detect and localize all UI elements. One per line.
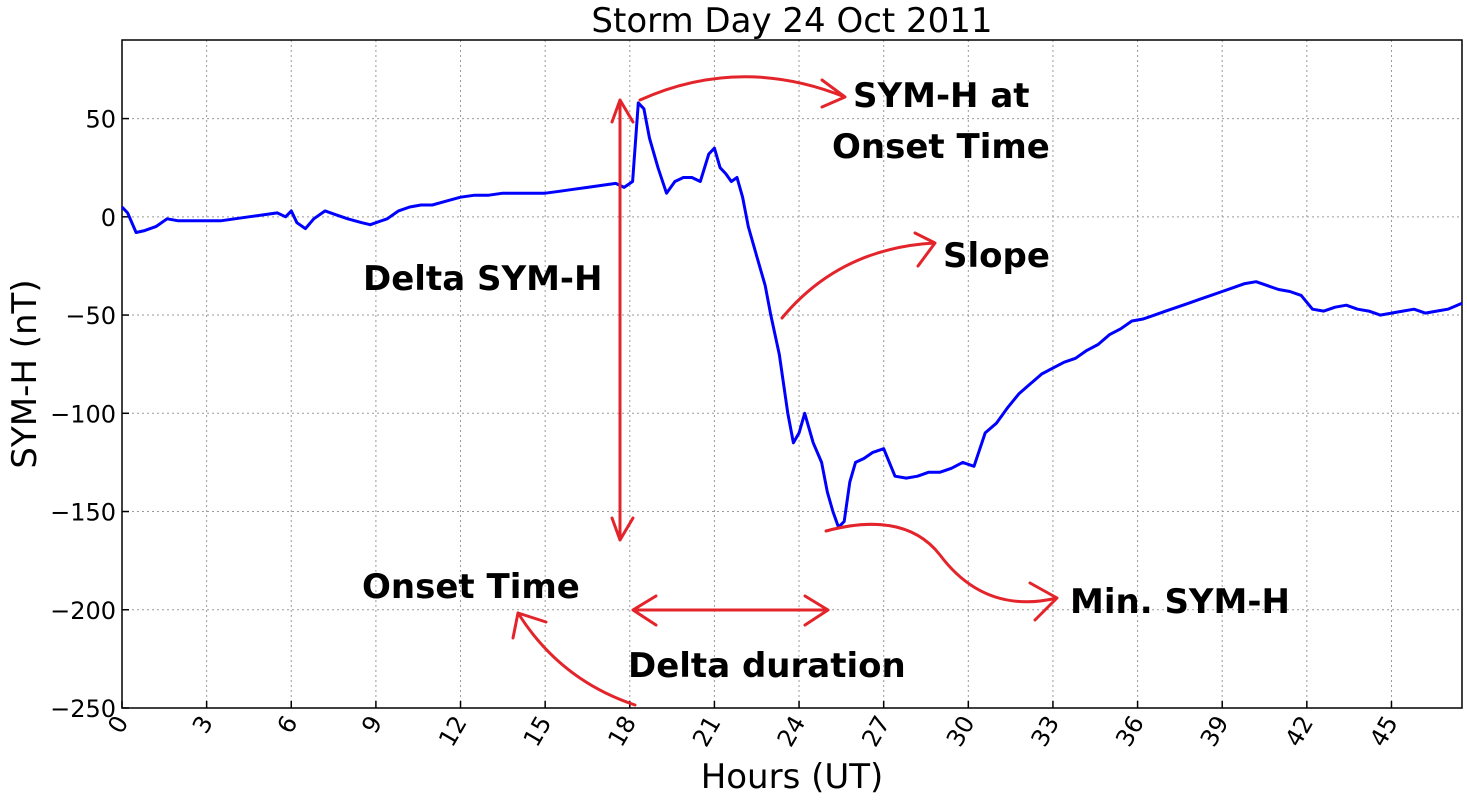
x-tick-label: 30: [941, 711, 981, 751]
annotation-symh-at: SYM-H at: [853, 76, 1030, 116]
x-tick-label: 12: [433, 711, 473, 751]
x-tick-label: 27: [856, 711, 896, 751]
annotation-arrows: [511, 75, 1059, 707]
x-tick-label: 39: [1195, 711, 1235, 751]
x-tick-label: 42: [1280, 711, 1320, 751]
x-tick-label: 3: [187, 711, 219, 738]
x-tick-label: 33: [1026, 711, 1066, 751]
y-tick-label: −150: [50, 499, 116, 527]
onset-time-arrow: [511, 611, 637, 707]
y-axis-title: SYM-H (nT): [5, 279, 45, 468]
y-tick-label: 0: [101, 204, 116, 232]
x-tick-label: 18: [602, 711, 642, 751]
chart-title: Storm Day 24 Oct 2011: [591, 1, 992, 41]
annotation-delta-symh: Delta SYM-H: [363, 259, 602, 299]
x-tick-label: 24: [772, 711, 812, 751]
x-tick-label: 21: [687, 711, 727, 751]
annotation-min-symh: Min. SYM-H: [1070, 582, 1290, 622]
slope-arrow: [780, 231, 937, 320]
x-tick-label: 36: [1110, 711, 1150, 751]
delta-duration-arrow: [631, 594, 830, 627]
annotation-slope: Slope: [943, 236, 1050, 276]
y-tick-label: −250: [50, 695, 116, 723]
annotation-labels: SYM-H at Onset Time Slope Delta SYM-H Mi…: [362, 76, 1290, 686]
onset-symh-arrow: [638, 75, 847, 109]
x-tick-label: 45: [1364, 711, 1404, 751]
series-line-symh: [120, 101, 1463, 529]
annotation-onset-time-top: Onset Time: [832, 127, 1050, 167]
y-tick-label: −50: [65, 302, 116, 330]
plot-frame: [121, 39, 1463, 709]
y-tick-label: −100: [50, 400, 116, 428]
min-symh-arrow: [824, 522, 1059, 622]
y-tick-label: −200: [50, 597, 116, 625]
x-axis-title: Hours (UT): [701, 757, 884, 797]
x-tick-label: 15: [518, 711, 558, 751]
x-tick-label: 9: [356, 711, 388, 738]
delta-symh-arrow: [610, 98, 635, 542]
annotation-delta-duration: Delta duration: [628, 646, 906, 686]
y-tick-label: 50: [85, 106, 116, 134]
x-tick-label: 6: [272, 711, 304, 738]
annotation-onset-time-bottom: Onset Time: [362, 567, 580, 607]
